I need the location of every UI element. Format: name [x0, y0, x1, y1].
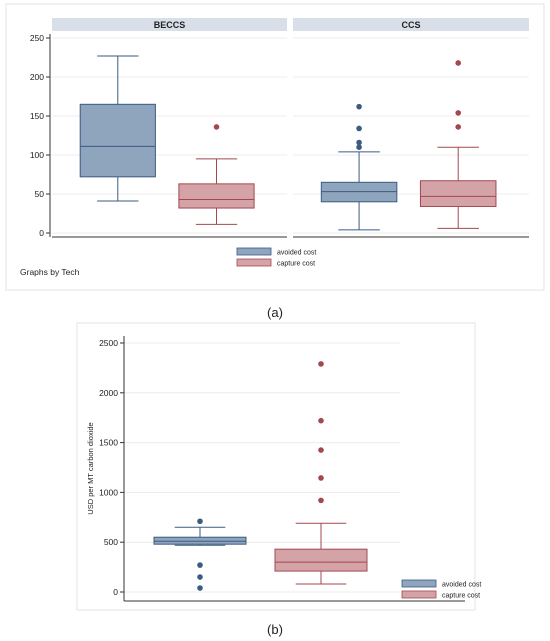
y-tick-label: 50 [35, 189, 45, 199]
panel-b: 0 500 1000 1500 2000 2500 USD per MT carbon di… [76, 322, 481, 611]
outlier-point [356, 139, 362, 146]
y-tick-label: 0 [113, 587, 118, 597]
outlier-point [455, 60, 462, 66]
box-iqr [274, 548, 368, 572]
outlier-point [318, 417, 324, 424]
y-axis-label: USD per MT carbon dioxide [86, 422, 95, 514]
facet-strip [293, 18, 529, 31]
legend-swatch [236, 247, 272, 256]
y-tick-label: 2500 [99, 338, 118, 348]
outlier-point [356, 144, 362, 150]
box-iqr [79, 103, 156, 178]
outlier-point [318, 497, 324, 504]
facet-ccs: CCS [293, 18, 529, 238]
facet-beccs: BECCS [52, 18, 287, 238]
outlier-point [356, 125, 362, 132]
y-tick-label: 250 [30, 33, 44, 43]
y-tick-label: 200 [30, 72, 44, 82]
y-tick-label: 1500 [99, 438, 118, 448]
y-tick-label: 1000 [99, 487, 118, 497]
facet-title: BECCS [154, 20, 186, 30]
box-iqr [178, 183, 255, 209]
outlier-point [455, 110, 462, 116]
facet-strip [52, 18, 287, 31]
legend-label: avoided cost [277, 250, 316, 257]
panel-a-legend: avoided cost capture cost [236, 247, 316, 268]
panel-label-a: (a) [267, 305, 283, 320]
outlier-point [318, 361, 324, 367]
y-tick-label: 150 [30, 111, 44, 121]
outlier-point [197, 574, 203, 580]
y-tick-label: 500 [104, 537, 118, 547]
legend-label: capture cost [277, 261, 315, 268]
legend-swatch [401, 579, 437, 588]
panel-label-b: (b) [267, 622, 283, 637]
legend-label: capture cost [442, 593, 480, 600]
box-capture-cost [419, 60, 497, 229]
outlier-point [197, 518, 203, 525]
box-avoided-cost [153, 518, 247, 591]
outlier-point [318, 475, 324, 481]
outlier-point [455, 124, 462, 130]
legend-label: avoided cost [442, 582, 481, 589]
box-capture-cost [274, 361, 368, 585]
outlier-point [356, 103, 362, 110]
outlier-point [318, 447, 324, 453]
box-avoided-cost [320, 103, 398, 231]
box-capture-cost [178, 124, 255, 225]
y-tick-label: 0 [39, 228, 44, 238]
legend-swatch [401, 590, 437, 599]
facet-note: Graphs by Tech [20, 267, 80, 277]
y-tick-label: 2000 [99, 388, 118, 398]
y-tick-label: 100 [30, 150, 44, 160]
box-iqr [419, 180, 497, 207]
facet-title: CCS [401, 20, 420, 30]
panel-b-legend: avoided cost capture cost [401, 579, 481, 600]
box-avoided-cost [79, 55, 156, 202]
outlier-point [197, 585, 203, 591]
panel-a: 0 50 100 150 200 250 BECCS CCS avoided cost captu… [5, 3, 545, 291]
legend-swatch [236, 258, 272, 267]
outlier-point [197, 562, 203, 568]
outlier-point [213, 124, 220, 130]
